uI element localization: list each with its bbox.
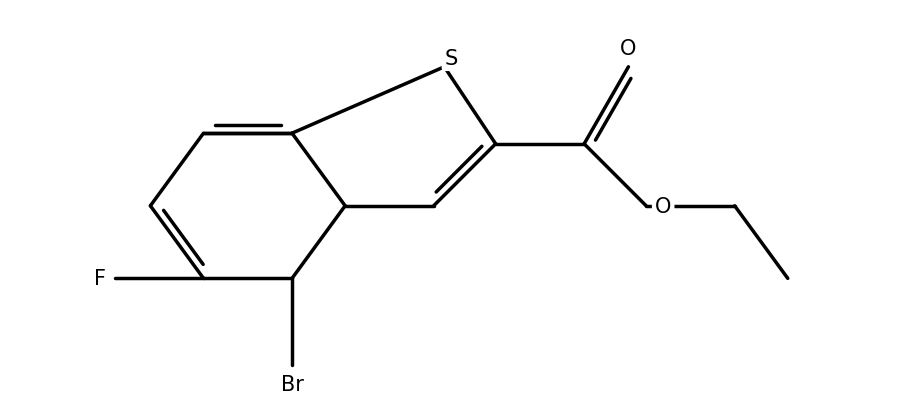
Text: O: O (655, 196, 672, 216)
Text: O: O (620, 39, 637, 59)
Text: F: F (94, 269, 106, 289)
Text: S: S (444, 49, 458, 69)
Text: Br: Br (281, 374, 303, 394)
